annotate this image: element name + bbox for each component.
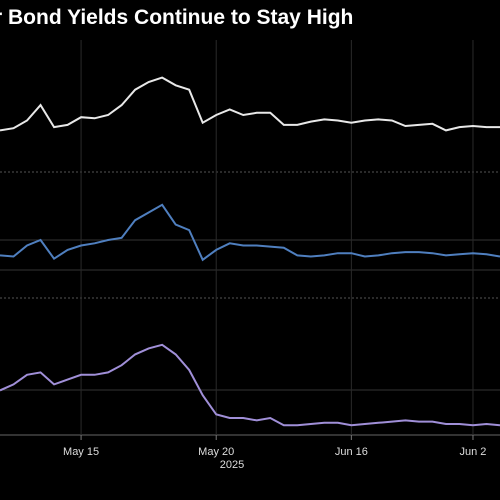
series-line	[0, 203, 500, 262]
chart-title: r Bond Yields Continue to Stay High	[0, 6, 353, 29]
x-tick-label: Jun 2	[460, 446, 487, 458]
series-line	[0, 76, 500, 132]
x-tick-label: May 15	[63, 446, 99, 458]
series-line	[0, 343, 500, 427]
x-tick-label: Jun 16	[335, 446, 368, 458]
year-label: 2025	[220, 459, 244, 471]
x-tick-label: May 20	[198, 446, 234, 458]
